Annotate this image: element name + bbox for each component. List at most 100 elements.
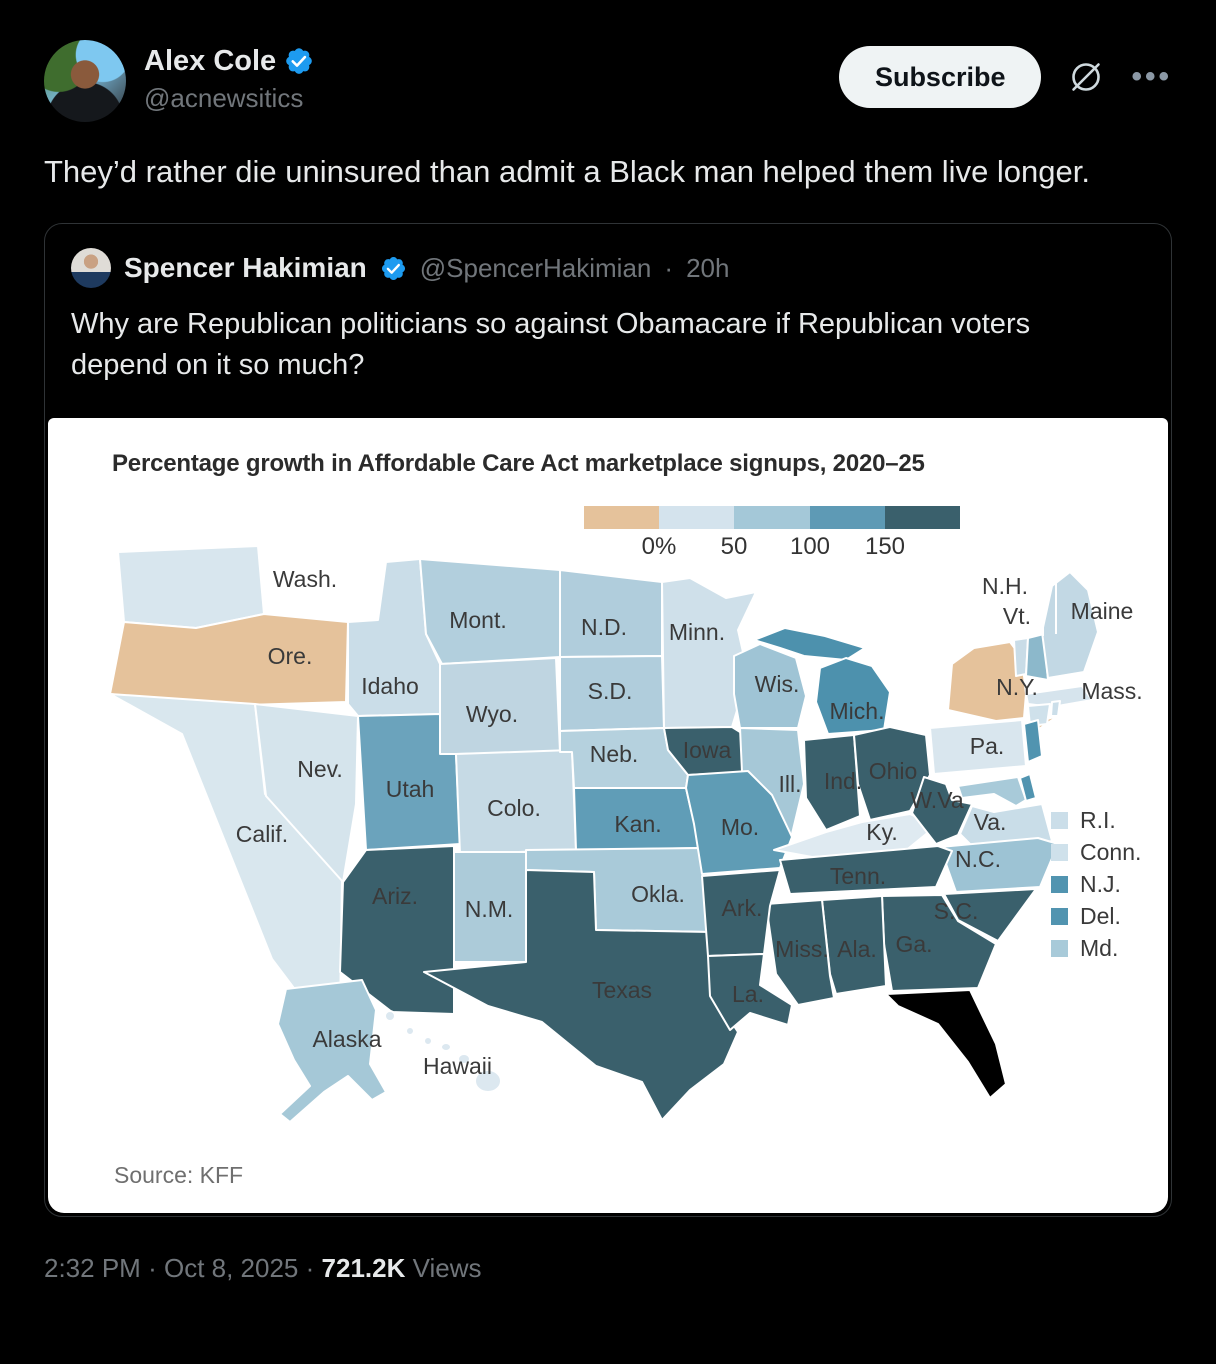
author-names: Alex Cole @acnewsitics (144, 40, 314, 115)
svg-text:Neb.: Neb. (590, 741, 639, 767)
state-maryland (957, 776, 1027, 807)
svg-text:Va.: Va. (974, 809, 1007, 835)
views-count: 721.2K (321, 1253, 406, 1283)
map-source: Source: KFF (114, 1162, 244, 1188)
svg-text:S.D.: S.D. (588, 678, 633, 704)
author-handle[interactable]: @acnewsitics (144, 83, 304, 113)
tweet-header: Alex Cole @acnewsitics Subscribe ••• (44, 40, 1172, 122)
svg-text:Ark.: Ark. (722, 895, 763, 921)
state-maine (1041, 571, 1099, 679)
svg-text:Idaho: Idaho (361, 673, 419, 699)
map-legend: 0% 50 100 150 (584, 506, 961, 565)
quoted-author-name[interactable]: Spencer Hakimian (124, 252, 367, 283)
svg-text:Calif.: Calif. (236, 821, 288, 847)
legend-tick-100: 100 (789, 533, 831, 560)
state-hawaii-island5 (457, 1053, 471, 1065)
svg-text:N.H.: N.H. (982, 573, 1028, 599)
small-state-legend: R.I. Conn. N.J. Del. Md. (1051, 807, 1141, 961)
svg-text:Kan.: Kan. (614, 811, 661, 837)
svg-text:Ill.: Ill. (779, 771, 802, 797)
verified-badge-icon (284, 46, 314, 76)
svg-text:Mont.: Mont. (449, 607, 507, 633)
svg-text:Mich.: Mich. (830, 698, 885, 724)
svg-text:S.C.: S.C. (934, 898, 979, 924)
svg-text:Texas: Texas (592, 977, 652, 1003)
legend-swatch-100-150 (809, 506, 885, 529)
tweet-text: They’d rather die uninsured than admit a… (44, 154, 1090, 189)
footer-dot2: · (305, 1253, 315, 1283)
quoted-tweet-header: Spencer Hakimian @SpencerHakimian · 20h (71, 248, 1145, 288)
legend-tick-labels: 0% 50 100 150 (584, 533, 960, 565)
grok-icon[interactable] (1067, 58, 1105, 96)
legend-swatch-50-100 (734, 506, 810, 529)
quoted-meta-dot: · (664, 252, 674, 283)
quoted-image-map[interactable]: Percentage growth in Affordable Care Act… (48, 418, 1168, 1213)
quoted-author-avatar[interactable] (71, 248, 111, 288)
svg-text:Ohio: Ohio (869, 758, 918, 784)
svg-text:R.I.: R.I. (1080, 807, 1116, 833)
state-west-virginia (911, 776, 973, 845)
svg-text:Ga.: Ga. (895, 931, 932, 957)
state-alaska (277, 979, 387, 1123)
legend-tick-150: 150 (864, 533, 906, 560)
legend-color-bar (584, 506, 961, 529)
quoted-tweet-text: Why are Republican politicians so agains… (71, 308, 1031, 381)
state-massachusetts (1025, 685, 1093, 708)
svg-text:Ind.: Ind. (824, 768, 862, 794)
svg-text:La.: La. (732, 981, 764, 1007)
quoted-tweet-inner: Spencer Hakimian @SpencerHakimian · 20h … (45, 224, 1171, 412)
subscribe-button[interactable]: Subscribe (838, 46, 1042, 108)
svg-text:Ky.: Ky. (866, 819, 898, 845)
nh-callout-line (1032, 579, 1057, 634)
svg-text:W.Va: W.Va (910, 787, 963, 813)
state-michigan (815, 657, 891, 735)
state-texas (423, 869, 739, 1121)
svg-text:Utah: Utah (386, 776, 435, 802)
state-south-carolina (943, 888, 1037, 942)
svg-text:N.C.: N.C. (955, 846, 1001, 872)
svg-text:Pa.: Pa. (970, 733, 1005, 759)
tweet-detail: Alex Cole @acnewsitics Subscribe ••• (44, 40, 1172, 1284)
svg-text:Nev.: Nev. (297, 756, 343, 782)
svg-text:Vt.: Vt. (1003, 603, 1031, 629)
state-new-jersey (1023, 719, 1043, 763)
state-hawaii-island2 (405, 1026, 415, 1036)
quoted-tweet-card[interactable]: Spencer Hakimian @SpencerHakimian · 20h … (44, 223, 1172, 1217)
svg-text:Colo.: Colo. (487, 795, 541, 821)
svg-text:Md.: Md. (1080, 935, 1118, 961)
footer-dot1: · (148, 1253, 157, 1283)
svg-text:Iowa: Iowa (683, 737, 732, 763)
svg-text:N.M.: N.M. (465, 896, 514, 922)
author-avatar[interactable] (44, 40, 126, 122)
svg-text:Wis.: Wis. (755, 671, 800, 697)
legend-swatch-0-50 (659, 506, 735, 529)
tweet-footer: 2:32 PM · Oct 8, 2025 · 721.2K Views (44, 1253, 1172, 1284)
legend-tick-0: 0% (641, 533, 677, 560)
state-missouri (685, 770, 793, 875)
quoted-timestamp[interactable]: 20h (686, 252, 730, 283)
state-hawaii-island4 (440, 1042, 452, 1052)
more-icon[interactable]: ••• (1131, 60, 1172, 93)
state-rhode-island (1050, 700, 1061, 717)
state-hawaii-island3 (423, 1036, 433, 1046)
state-north-carolina (939, 837, 1059, 893)
vt-callout-line (1036, 607, 1044, 636)
legend-swatch-150plus (884, 506, 961, 529)
svg-text:Hawaii: Hawaii (423, 1053, 492, 1079)
quoted-author-handle[interactable]: @SpencerHakimian (419, 252, 652, 283)
author-name[interactable]: Alex Cole (144, 45, 277, 77)
state-hawaii-island1 (384, 1010, 396, 1022)
svg-text:Wash.: Wash. (273, 566, 337, 592)
svg-text:Wyo.: Wyo. (466, 701, 518, 727)
svg-text:Ariz.: Ariz. (372, 883, 418, 909)
state-nevada (254, 703, 359, 883)
timestamp-date: Oct 8, 2025 (163, 1253, 299, 1283)
legend-tick-50: 50 (720, 533, 748, 560)
state-new-hampshire (1025, 633, 1049, 681)
svg-text:Ore.: Ore. (268, 643, 313, 669)
state-florida (885, 989, 1007, 1099)
header-actions: Subscribe ••• (838, 40, 1172, 108)
quoted-verified-badge-icon (380, 255, 407, 282)
us-choropleth-map: Wash. Ore. Calif. Nev. Idaho Mont. Wyo. … (109, 545, 1143, 1123)
state-louisiana (707, 953, 793, 1031)
